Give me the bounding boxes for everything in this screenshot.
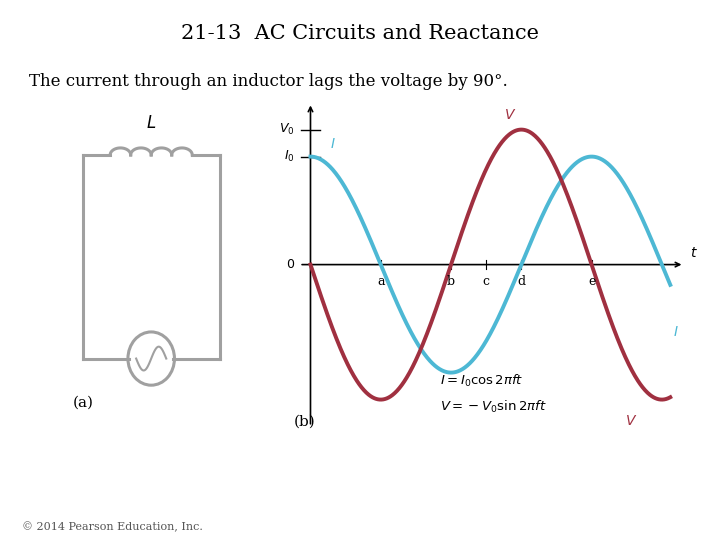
Text: $t$: $t$ <box>690 246 698 260</box>
Text: $I = I_0 \cos 2\pi ft$: $I = I_0 \cos 2\pi ft$ <box>440 373 523 389</box>
Text: $I$: $I$ <box>673 325 679 339</box>
Text: b: b <box>447 275 455 288</box>
Text: (a): (a) <box>72 395 94 409</box>
Text: $I$: $I$ <box>330 137 336 151</box>
Text: d: d <box>517 275 526 288</box>
Text: c: c <box>482 275 490 288</box>
Text: 21-13  AC Circuits and Reactance: 21-13 AC Circuits and Reactance <box>181 24 539 43</box>
Text: $V$: $V$ <box>505 108 517 122</box>
Text: $I_0$: $I_0$ <box>284 149 295 164</box>
Text: The current through an inductor lags the voltage by 90°.: The current through an inductor lags the… <box>29 73 508 90</box>
Text: $0$: $0$ <box>286 258 295 271</box>
Text: $V_0$: $V_0$ <box>279 122 295 137</box>
Text: e: e <box>588 275 595 288</box>
Text: $V$: $V$ <box>625 414 638 428</box>
Text: © 2014 Pearson Education, Inc.: © 2014 Pearson Education, Inc. <box>22 521 202 532</box>
Text: $L$: $L$ <box>146 115 156 132</box>
Text: a: a <box>377 275 384 288</box>
Text: (b): (b) <box>294 415 315 429</box>
Text: $V = -V_0 \sin 2\pi ft$: $V = -V_0 \sin 2\pi ft$ <box>440 399 546 415</box>
